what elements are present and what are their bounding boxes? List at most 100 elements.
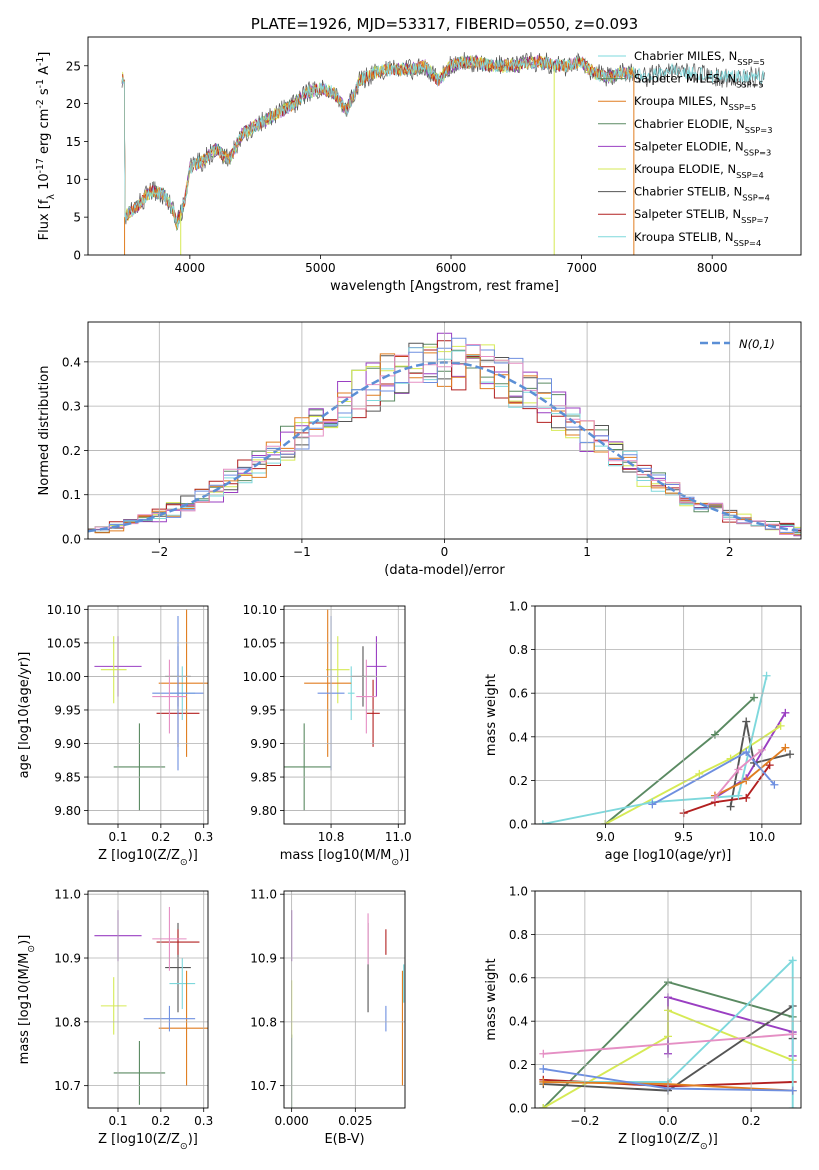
x-axis-label: (data-model)/error — [384, 563, 505, 578]
legend-label: Chabrier ELODIE, NSSP=3​ — [634, 117, 772, 135]
y-tick-label: 11.0 — [54, 888, 81, 902]
x-axis-label: wavelength [Angstrom, rest frame] — [330, 279, 559, 294]
x-tick-label: 2 — [726, 545, 734, 559]
x-tick-label: 0.3 — [194, 830, 213, 844]
x-tick-label: 0.1 — [108, 1114, 127, 1128]
x-axis-label: E(B-V) — [324, 1132, 364, 1147]
point-marker — [750, 693, 759, 702]
y-tick-label: 0.1 — [62, 488, 81, 502]
error-bar — [326, 636, 350, 704]
point-marker — [788, 956, 797, 965]
error-bar — [158, 970, 208, 1086]
legend-label: Salpeter ELODIE, NSSP=3​ — [634, 139, 771, 157]
panel-residuals: −2 −1 0 1 2 0.0 0.1 0.2 0.3 0.4 N(0,1) (data-model)… — [37, 321, 802, 578]
point-marker — [710, 793, 719, 802]
spectrum-series-line — [121, 55, 634, 232]
weight-series-line — [683, 764, 771, 814]
y-tick-label: 10.8 — [250, 1015, 277, 1029]
plot-area — [94, 906, 208, 1105]
error-bar — [100, 977, 127, 1035]
x-tick-label: 0.2 — [151, 830, 170, 844]
panel-mass-age: 10.8 11.0 9.80 9.85 9.90 9.95 10.00 10.05 10.10 m… — [243, 603, 412, 868]
error-bar — [156, 929, 200, 955]
point-marker — [742, 748, 751, 757]
panel-ebv-mass: 0.000 0.025 10.7 10.8 10.9 11.0 E(B-V) — [250, 888, 406, 1147]
y-tick-label: 9.85 — [54, 771, 81, 785]
y-tick-label: 0.6 — [509, 687, 528, 701]
axes-frame — [283, 605, 406, 825]
y-tick-label: 0.2 — [509, 1058, 528, 1072]
legend-label: Chabrier STELIB, NSSP=4​ — [634, 185, 770, 203]
y-tick-label: 0.8 — [509, 643, 528, 657]
plot-area — [538, 671, 795, 824]
point-marker — [781, 708, 790, 717]
point-marker — [648, 800, 657, 809]
axes-frame — [87, 605, 209, 825]
x-axis-label: mass [log10(M/M⊙​)] — [280, 848, 410, 868]
point-marker — [710, 730, 719, 739]
y-tick-label: 10.8 — [54, 1015, 81, 1029]
point-marker — [539, 1077, 548, 1086]
histogram-step-line — [88, 344, 801, 535]
y-tick-label: 9.90 — [250, 737, 277, 751]
point-marker — [539, 1049, 548, 1058]
x-tick-label: 0.000 — [274, 1114, 308, 1128]
spectrum-series-line — [121, 55, 634, 225]
point-marker — [776, 721, 785, 730]
legend: N(0,1) — [700, 337, 775, 351]
y-tick-label: 9.95 — [250, 703, 277, 717]
weight-series-line — [542, 675, 768, 824]
y-axis-label: age [log10(age/yr)] — [17, 652, 32, 779]
y-tick-label: 0.4 — [509, 730, 528, 744]
error-bar — [113, 1040, 166, 1105]
y-tick-label: 0.2 — [509, 774, 528, 788]
legend-label: Kroupa MILES, NSSP=5​ — [634, 94, 756, 112]
x-tick-label: 10.0 — [749, 830, 776, 844]
error-bar — [169, 958, 196, 1010]
y-axis-label: mass weight — [484, 674, 499, 756]
panel-spectrum: 4000 5000 6000 7000 8000 0 5 10 15 20 25 Chabrier M… — [35, 15, 802, 294]
plot-area — [291, 910, 405, 1108]
x-tick-label: 0.2 — [151, 1114, 170, 1128]
spectrum-series-line — [121, 54, 634, 227]
y-tick-label: 5 — [73, 211, 81, 225]
legend-label: Salpeter MILES, NSSP=5​ — [634, 72, 764, 90]
point-marker — [734, 765, 743, 774]
y-tick-label: 9.90 — [54, 737, 81, 751]
y-tick-label: 10.00 — [47, 670, 81, 684]
x-tick-label: 7000 — [566, 261, 597, 275]
legend-label: Kroupa STELIB, NSSP=4​ — [634, 230, 761, 248]
y-tick-label: 10.9 — [54, 952, 81, 966]
y-tick-label: 15 — [66, 135, 81, 149]
x-tick-label: −1 — [293, 545, 311, 559]
error-bar — [304, 609, 352, 757]
x-tick-label: 0 — [441, 545, 449, 559]
legend-label: Chabrier MILES, NSSP=5​ — [634, 49, 765, 67]
y-tick-label: 10 — [66, 173, 81, 187]
point-marker — [788, 1104, 797, 1108]
y-axis-label: Flux [fλ​ 10-17​ erg cm-2​ s-1​ A-1​] — [35, 52, 57, 241]
point-marker — [762, 671, 771, 680]
y-tick-label: 0.0 — [62, 533, 81, 547]
x-tick-label: 11.0 — [385, 830, 412, 844]
point-marker — [726, 802, 735, 811]
y-tick-label: 9.80 — [54, 804, 81, 818]
y-tick-label: 10.9 — [250, 952, 277, 966]
y-tick-label: 11.0 — [250, 888, 277, 902]
point-marker — [765, 761, 774, 770]
y-tick-label: 0.4 — [509, 1015, 528, 1029]
y-tick-label: 0.4 — [62, 355, 81, 369]
y-tick-label: 20 — [66, 97, 81, 111]
x-axis-label: Z [log10(Z/Z⊙​)] — [618, 1132, 718, 1152]
error-bar — [100, 636, 127, 704]
x-tick-label: 0.0 — [658, 1114, 677, 1128]
error-bar — [158, 609, 208, 757]
x-tick-label: −2 — [150, 545, 168, 559]
axes-frame — [87, 890, 209, 1109]
error-bar — [152, 659, 187, 734]
point-marker — [781, 743, 790, 752]
y-tick-label: 0 — [73, 249, 81, 263]
x-tick-label: 0.025 — [338, 1114, 372, 1128]
x-axis-label: Z [log10(Z/Z⊙​)] — [98, 1132, 198, 1152]
